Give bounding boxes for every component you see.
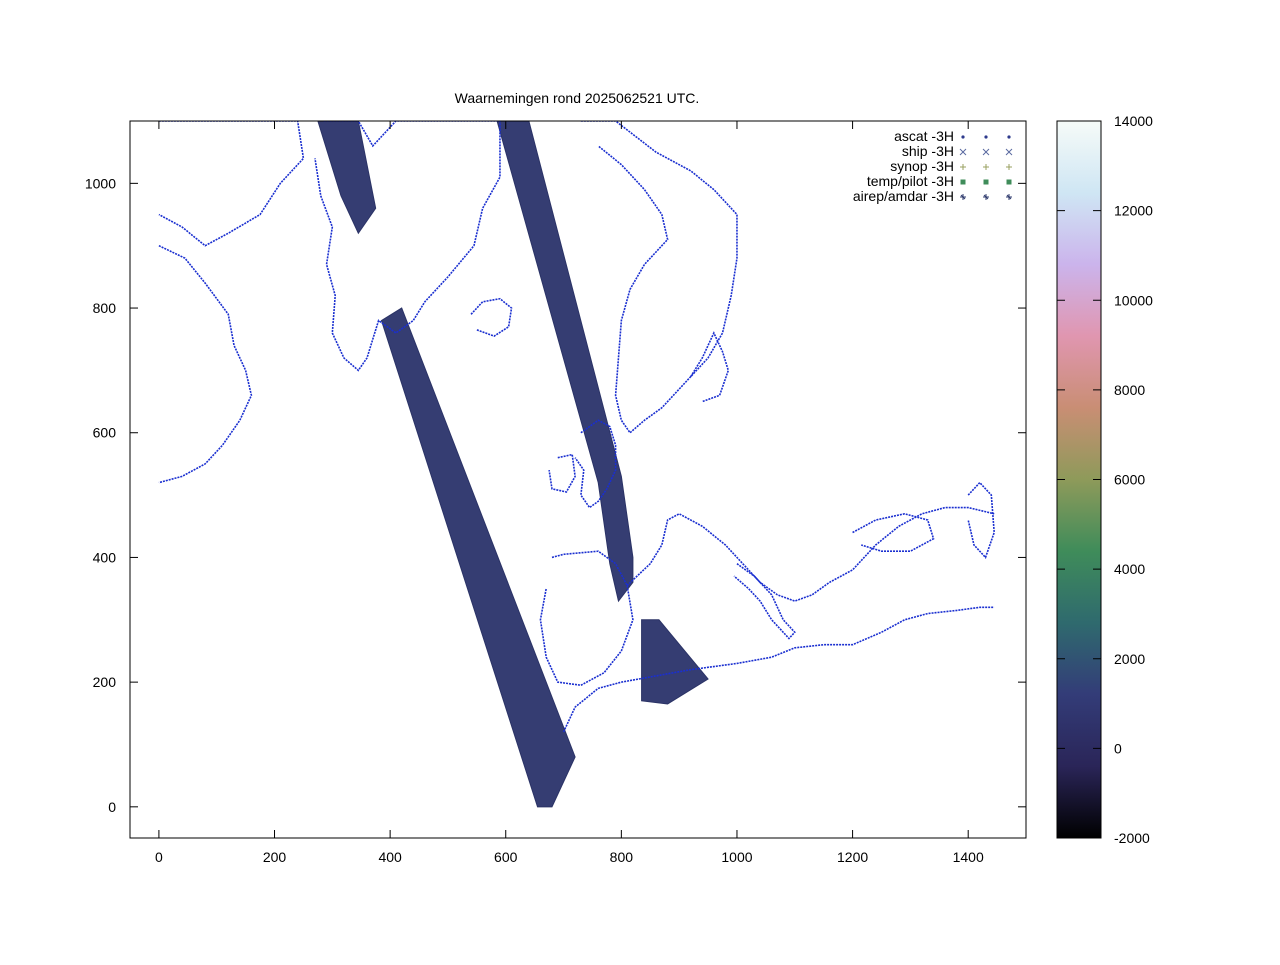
legend-label: airep/amdar -3H	[853, 188, 954, 204]
legend-marker-star	[960, 194, 1012, 200]
x-tick-label: 200	[263, 849, 287, 865]
legend-marker-square	[960, 179, 1012, 185]
legend-marker-dot	[961, 135, 1011, 139]
legend-dot	[984, 135, 988, 139]
coastline-greenland	[314, 121, 501, 372]
coastline-black-sea	[852, 512, 935, 553]
coastline-caspian	[967, 481, 996, 559]
legend-marker-cross	[959, 148, 1013, 156]
coastline-canada-arctic	[158, 121, 305, 247]
coastline-iberia	[539, 550, 634, 687]
ascat-swath-2	[380, 307, 576, 808]
y-tick-label: 600	[93, 425, 117, 441]
colorbar-tick-label: -2000	[1114, 830, 1150, 846]
legend-square	[1006, 179, 1012, 185]
x-tick-label: 1000	[721, 849, 752, 865]
coastline-iceland	[470, 297, 513, 337]
legend-star	[1006, 194, 1012, 200]
legend-dot	[961, 135, 965, 139]
legend-dot	[1007, 135, 1011, 139]
legend-star	[983, 194, 989, 200]
colorbar: -2000 0 2000 4000 6000 8000 10000 12000 14000	[1056, 113, 1153, 846]
coastline-europe-mainland	[626, 506, 995, 602]
y-tick-label: 200	[93, 674, 117, 690]
chart-title: Waarnemingen rond 2025062521 UTC.	[455, 90, 700, 106]
colorbar-tick-label: 12000	[1114, 203, 1153, 219]
legend-star	[960, 194, 966, 200]
y-tick-label: 0	[108, 799, 116, 815]
legend-label: synop -3H	[890, 158, 954, 174]
ascat-swath-4	[641, 619, 709, 705]
legend-marker-plus	[960, 164, 1012, 170]
colorbar-tick-label: 10000	[1114, 292, 1153, 308]
legend-square	[960, 179, 966, 185]
legend-label: temp/pilot -3H	[867, 173, 954, 189]
y-tick-label: 800	[93, 300, 117, 316]
y-tick-label: 400	[93, 549, 117, 565]
coastline-scandinavia	[580, 121, 738, 434]
colorbar-tick-label: 14000	[1114, 113, 1153, 129]
axes: 0 200 400 600 800 1000 1200 1400 0 200 400 600 800 10…	[85, 120, 1027, 865]
legend-square	[983, 179, 989, 185]
coastline-north-africa	[562, 606, 995, 733]
x-tick-label: 400	[378, 849, 402, 865]
legend-label: ship -3H	[902, 143, 954, 159]
x-tick-label: 800	[610, 849, 634, 865]
colorbar-tick-label: 0	[1114, 740, 1122, 756]
coastline-ireland	[548, 453, 576, 493]
x-tick-label: 0	[155, 849, 163, 865]
colorbar-tick-label: 4000	[1114, 561, 1145, 577]
colorbar-tick-label: 2000	[1114, 651, 1145, 667]
coastline-labrador-coast	[158, 244, 253, 484]
legend-label: ascat -3H	[894, 128, 954, 144]
legend-cross	[982, 148, 990, 156]
legend-cross	[1005, 148, 1013, 156]
ascat-swath-1	[317, 121, 377, 235]
coastline-baltic-sea	[690, 331, 730, 403]
coastline-uk-ireland	[574, 419, 617, 509]
legend-cross	[959, 148, 967, 156]
x-tick-label: 600	[494, 849, 518, 865]
plot-area	[158, 121, 996, 808]
y-tick-label: 1000	[85, 175, 116, 191]
x-tick-label: 1400	[953, 849, 984, 865]
x-tick-label: 1200	[837, 849, 868, 865]
coastline-italy	[733, 563, 796, 640]
colorbar-tick-label: 8000	[1114, 382, 1145, 398]
ascat-swath-3	[496, 121, 634, 603]
plot-frame	[129, 120, 1027, 839]
colorbar-tick-label: 6000	[1114, 472, 1145, 488]
